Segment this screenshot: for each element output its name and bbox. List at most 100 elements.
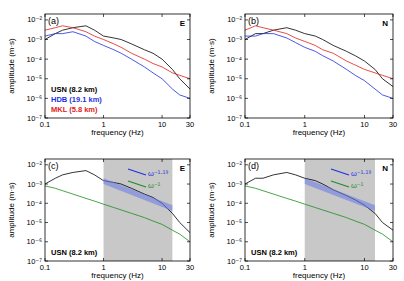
y-tick bbox=[45, 241, 48, 242]
component-label: N bbox=[382, 19, 388, 28]
panel: 0.11103010⁻⁷10⁻⁶10⁻⁵10⁻⁴10⁻³10⁻²frequenc… bbox=[7, 14, 194, 137]
x-tick bbox=[45, 14, 46, 17]
x-tick bbox=[190, 115, 191, 118]
y-tick bbox=[390, 78, 393, 79]
y-tick bbox=[187, 203, 190, 204]
y-tick bbox=[245, 222, 248, 223]
x-tick bbox=[103, 14, 104, 17]
y-tick bbox=[245, 118, 248, 119]
y-tick bbox=[187, 118, 190, 119]
frame bbox=[45, 14, 190, 118]
x-tick bbox=[103, 159, 104, 162]
y-tick bbox=[45, 98, 48, 99]
y-tick-label: 10⁻² bbox=[27, 160, 42, 169]
x-tick bbox=[304, 159, 305, 162]
spectrum-line bbox=[245, 172, 393, 230]
spectrum-line bbox=[45, 32, 190, 99]
y-tick bbox=[390, 59, 393, 60]
slope-label: ω⁻¹ bbox=[148, 181, 161, 190]
legend-entry: USN (8.2 km) bbox=[51, 248, 98, 257]
spectrum-line bbox=[45, 26, 190, 89]
x-tick bbox=[162, 258, 163, 261]
x-axis-label: frequency (Hz) bbox=[293, 271, 346, 280]
y-tick-label: 10⁻⁴ bbox=[26, 55, 42, 64]
y-tick-label: 10⁻⁵ bbox=[27, 218, 42, 227]
x-axis-label: frequency (Hz) bbox=[91, 128, 144, 137]
y-tick bbox=[245, 59, 248, 60]
spectrum-line bbox=[245, 34, 393, 99]
x-tick-label: 30 bbox=[186, 263, 194, 272]
y-tick bbox=[187, 59, 190, 60]
x-tick bbox=[393, 159, 394, 162]
y-tick bbox=[245, 98, 248, 99]
y-tick-label: 10⁻³ bbox=[27, 35, 42, 44]
spectrum-line bbox=[245, 26, 393, 79]
y-tick-label: 10⁻⁵ bbox=[27, 74, 42, 83]
y-tick bbox=[245, 184, 248, 185]
highlight bbox=[104, 159, 173, 261]
y-tick bbox=[187, 241, 190, 242]
x-tick bbox=[364, 115, 365, 118]
y-tick-label: 10⁻³ bbox=[227, 35, 242, 44]
y-tick-label: 10⁻² bbox=[227, 15, 242, 24]
y-tick bbox=[187, 39, 190, 40]
frame bbox=[245, 14, 393, 118]
spectrum-line bbox=[45, 171, 190, 233]
plot-area bbox=[45, 159, 190, 261]
y-tick bbox=[390, 39, 393, 40]
y-tick-label: 10⁻² bbox=[227, 160, 242, 169]
slope-label: ω⁻¹ bbox=[351, 181, 364, 190]
spectrum-line bbox=[45, 186, 190, 242]
frame bbox=[45, 159, 190, 261]
y-tick bbox=[390, 118, 393, 119]
component-label: N bbox=[382, 164, 388, 173]
panel-title: (c) bbox=[48, 161, 59, 171]
spectrum-line bbox=[245, 186, 393, 242]
y-tick-label: 10⁻⁴ bbox=[26, 199, 42, 208]
panel: 0.11103010⁻⁷10⁻⁶10⁻⁵10⁻⁴10⁻³10⁻²frequenc… bbox=[207, 14, 397, 137]
y-tick-label: 10⁻⁷ bbox=[27, 257, 42, 266]
x-tick bbox=[45, 258, 46, 261]
y-axis-label: amplitude (m·s) bbox=[7, 182, 16, 238]
y-tick-label: 10⁻⁶ bbox=[27, 237, 42, 246]
legend-entry: USN (8.2 km) bbox=[51, 85, 98, 94]
y-tick-label: 10⁻⁶ bbox=[27, 94, 42, 103]
x-tick-label: 30 bbox=[389, 120, 397, 129]
y-tick bbox=[390, 261, 393, 262]
y-tick bbox=[390, 241, 393, 242]
y-tick-label: 10⁻⁶ bbox=[227, 237, 242, 246]
y-tick bbox=[187, 261, 190, 262]
spectrum-line bbox=[45, 26, 190, 79]
slope-line bbox=[331, 181, 349, 187]
x-tick bbox=[304, 258, 305, 261]
plot-area bbox=[245, 26, 393, 99]
highlight bbox=[305, 159, 375, 261]
y-tick-label: 10⁻³ bbox=[227, 180, 242, 189]
y-tick bbox=[390, 164, 393, 165]
y-tick bbox=[45, 78, 48, 79]
x-tick bbox=[162, 14, 163, 17]
x-axis-label: frequency (Hz) bbox=[293, 128, 346, 137]
legend-entry: HDB (19.1 km) bbox=[51, 95, 102, 104]
y-tick bbox=[187, 98, 190, 99]
y-tick bbox=[45, 59, 48, 60]
slope-line bbox=[331, 169, 349, 175]
x-tick bbox=[364, 159, 365, 162]
y-tick bbox=[390, 98, 393, 99]
x-tick bbox=[364, 258, 365, 261]
x-tick bbox=[393, 258, 394, 261]
x-tick bbox=[190, 258, 191, 261]
panel-title: (b) bbox=[248, 16, 259, 26]
x-tick bbox=[304, 115, 305, 118]
y-tick-label: 10⁻⁷ bbox=[227, 257, 242, 266]
y-axis-label: amplitude (m·s) bbox=[207, 38, 216, 94]
y-tick bbox=[187, 78, 190, 79]
y-tick-label: 10⁻³ bbox=[27, 180, 42, 189]
x-tick bbox=[162, 115, 163, 118]
x-tick bbox=[45, 159, 46, 162]
slope-line bbox=[128, 181, 146, 187]
y-tick-label: 10⁻⁵ bbox=[227, 218, 242, 227]
x-tick bbox=[393, 14, 394, 17]
x-tick-label: 10 bbox=[158, 263, 166, 272]
y-tick bbox=[45, 184, 48, 185]
